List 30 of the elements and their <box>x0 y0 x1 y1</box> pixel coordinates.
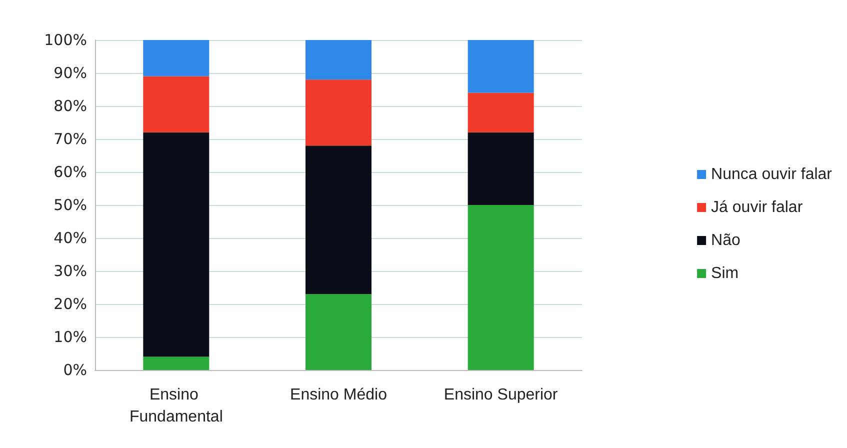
x-tick-label: Ensino Médio <box>290 386 388 404</box>
y-tick-label: 10% <box>54 328 87 346</box>
y-tick-label: 40% <box>54 229 87 247</box>
bar <box>306 80 372 146</box>
y-tick-label: 100% <box>44 31 87 49</box>
legend-label: Sim <box>711 265 739 282</box>
x-tick-label: Ensino Fundamental <box>129 386 223 426</box>
y-tick-label: 0% <box>63 361 87 379</box>
y-tick-label: 20% <box>54 295 87 313</box>
y-tick-label: 70% <box>54 130 87 148</box>
legend-label: Já ouvir falar <box>711 199 804 216</box>
bar <box>306 40 372 80</box>
legend-label: Nunca ouvir falar <box>711 166 833 183</box>
bar <box>468 132 534 205</box>
bar <box>306 294 372 370</box>
bar <box>468 92 534 132</box>
bar <box>468 40 534 93</box>
bar <box>143 76 210 132</box>
legend-label: Não <box>711 232 741 249</box>
y-tick-label: 60% <box>54 163 87 181</box>
x-tick-label: Ensino Superior <box>444 386 558 404</box>
y-tick-label: 80% <box>54 97 87 115</box>
bar <box>143 356 210 370</box>
y-tick-label: 50% <box>54 196 87 214</box>
bar <box>143 40 210 76</box>
bar <box>468 205 534 370</box>
bar <box>306 146 372 294</box>
bar <box>143 132 210 357</box>
y-tick-label: 30% <box>54 262 87 280</box>
y-tick-label: 90% <box>54 64 87 82</box>
